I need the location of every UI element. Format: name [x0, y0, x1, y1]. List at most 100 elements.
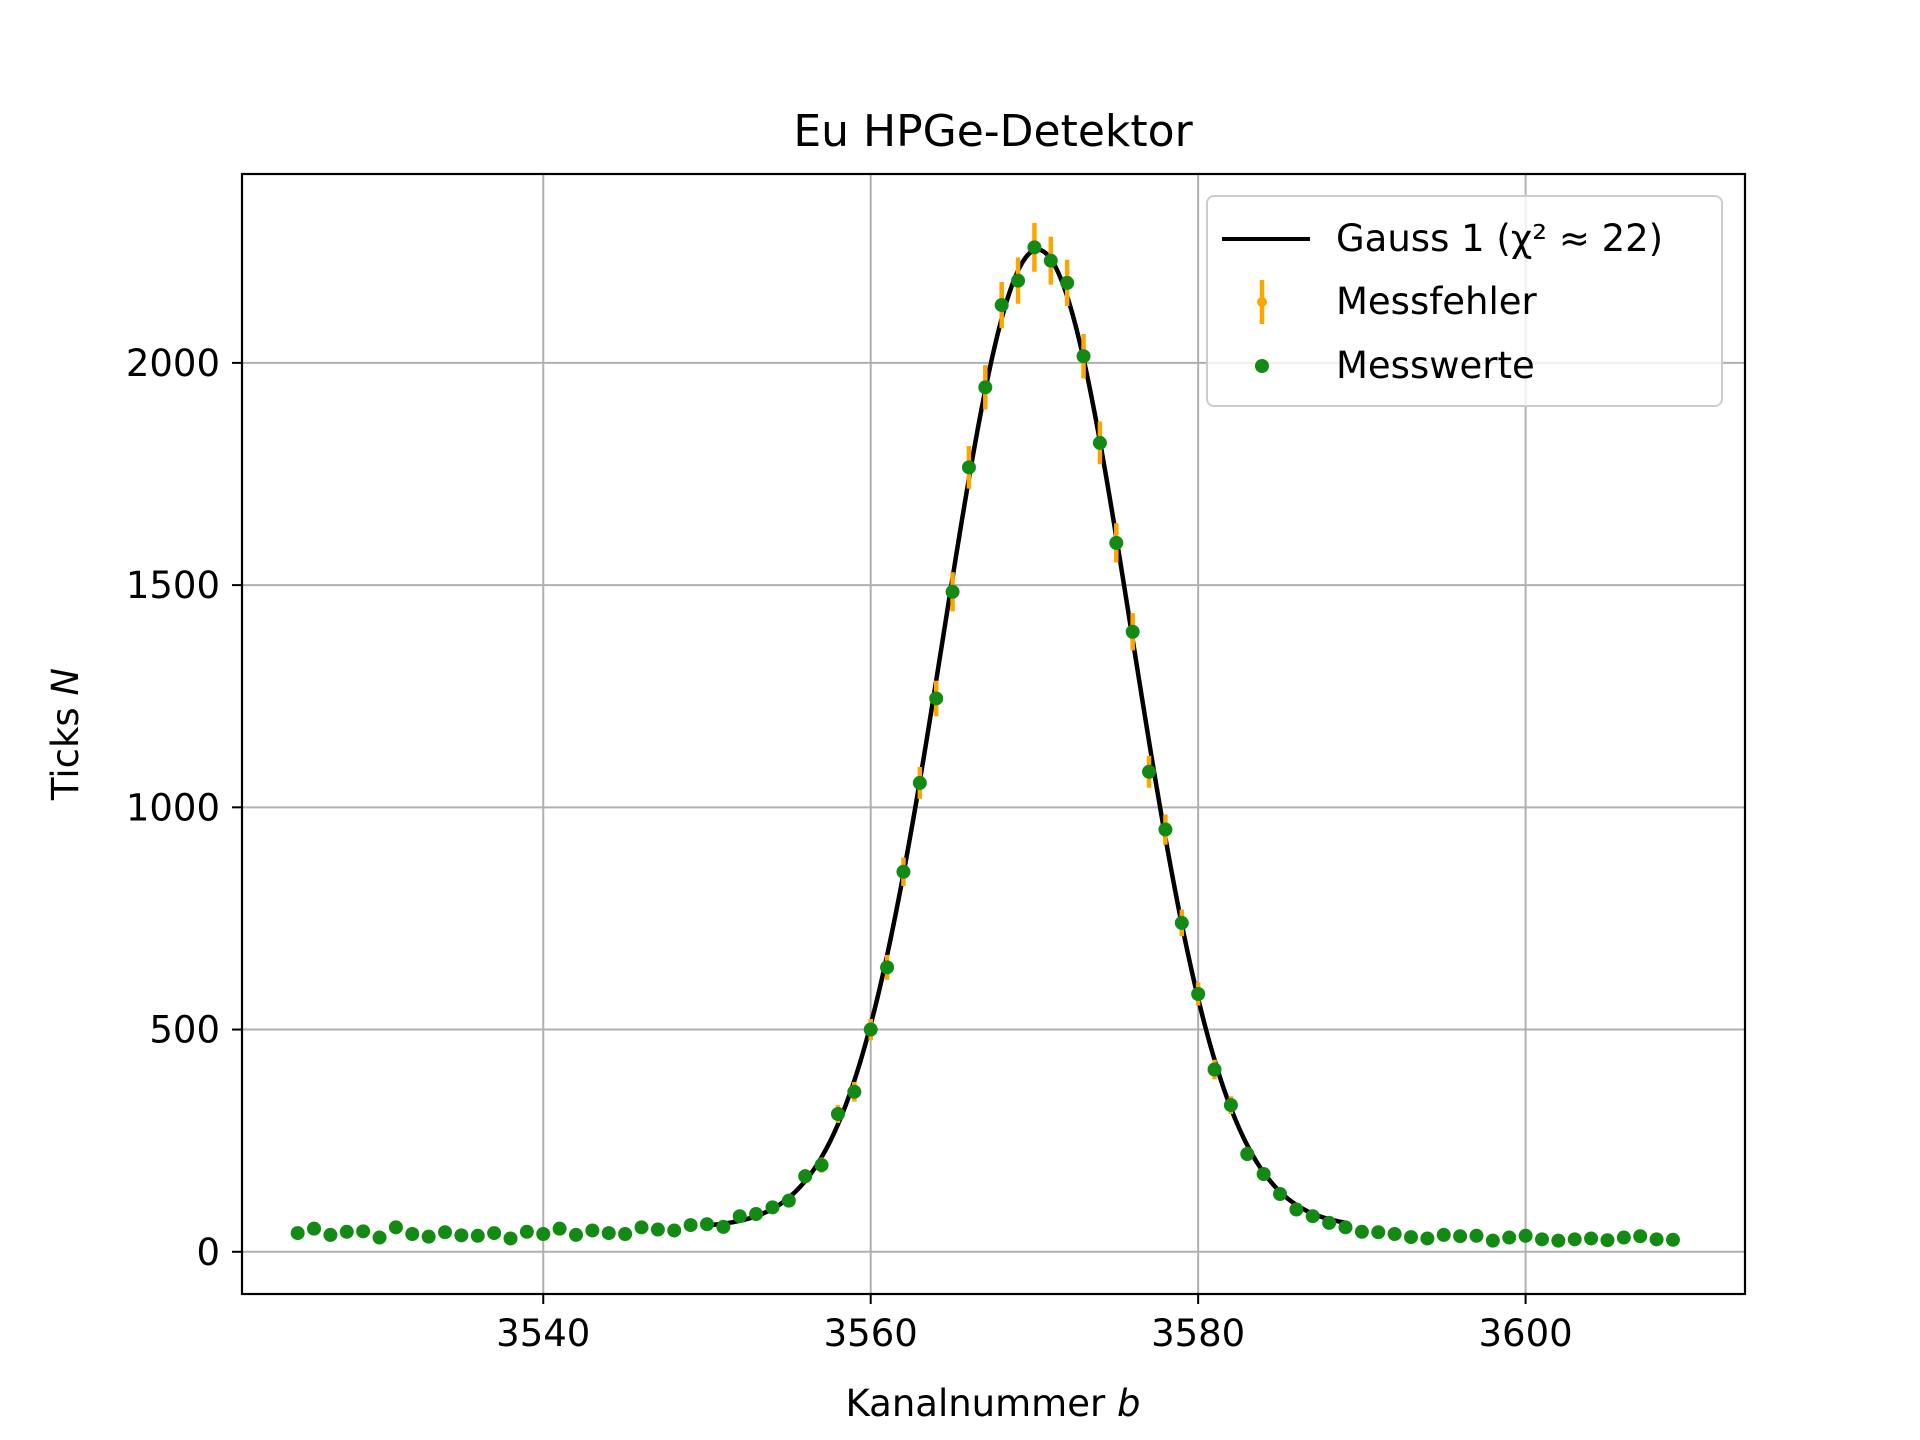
y-axis-label-variable: N — [44, 668, 87, 696]
data-point — [1665, 1232, 1680, 1247]
data-point — [1584, 1231, 1599, 1246]
data-point — [1305, 1209, 1320, 1224]
data-point — [683, 1218, 698, 1233]
data-point — [1223, 1098, 1238, 1113]
data-point — [732, 1209, 747, 1224]
data-point — [667, 1223, 682, 1238]
data-point — [1011, 273, 1026, 288]
data-point — [1109, 535, 1124, 550]
data-point — [716, 1219, 731, 1234]
x-tick-label: 3560 — [824, 1312, 918, 1355]
data-point — [1649, 1232, 1664, 1247]
data-point — [372, 1230, 387, 1245]
data-point-layer — [290, 240, 1680, 1248]
x-tick-label: 3580 — [1151, 1312, 1245, 1355]
y-axis-ticks: 0 500 1000 1500 2000 — [126, 342, 242, 1274]
data-point — [438, 1225, 453, 1240]
data-point — [1387, 1227, 1402, 1241]
legend-error-marker — [1257, 297, 1267, 307]
data-point — [634, 1220, 649, 1235]
data-point — [307, 1221, 322, 1236]
data-point — [1485, 1233, 1500, 1248]
x-tick-label: 3540 — [496, 1312, 590, 1355]
x-axis-label-variable: b — [1117, 1382, 1141, 1425]
data-point — [1060, 275, 1075, 290]
data-point — [1256, 1167, 1271, 1181]
x-axis-label: Kanalnummer b — [846, 1382, 1141, 1425]
data-point — [978, 380, 993, 395]
data-point — [1600, 1233, 1615, 1248]
data-point — [1502, 1230, 1517, 1245]
fit-layer — [706, 247, 1346, 1228]
data-point — [1322, 1215, 1337, 1230]
data-point — [1142, 764, 1157, 779]
data-point — [929, 691, 944, 706]
data-point — [1043, 253, 1058, 268]
data-point — [830, 1107, 845, 1121]
data-point — [781, 1193, 796, 1208]
data-point — [1158, 822, 1173, 837]
data-point — [961, 460, 976, 475]
data-point — [1174, 915, 1189, 930]
data-point — [847, 1084, 862, 1099]
chart-title: Eu HPGe-Detektor — [793, 106, 1193, 157]
data-point — [339, 1224, 354, 1239]
y-axis-label-text: Ticks — [44, 707, 87, 801]
data-point — [1125, 624, 1140, 639]
data-point — [945, 584, 960, 599]
data-point — [1518, 1228, 1533, 1243]
data-point — [1338, 1220, 1353, 1235]
data-point — [1469, 1228, 1484, 1243]
data-point — [1191, 987, 1206, 1001]
y-tick-label: 1500 — [126, 564, 220, 607]
data-point — [896, 864, 911, 879]
data-point — [749, 1207, 764, 1221]
y-axis-label: Ticks N — [44, 668, 87, 801]
data-point — [1534, 1232, 1549, 1247]
data-point — [814, 1158, 829, 1173]
data-point — [519, 1224, 534, 1239]
data-point — [405, 1227, 420, 1241]
data-point — [569, 1227, 583, 1242]
y-tick-label: 1000 — [126, 786, 220, 829]
data-point — [601, 1226, 616, 1241]
data-point — [454, 1228, 469, 1243]
data-point — [585, 1223, 600, 1238]
data-point — [1027, 240, 1042, 255]
data-point — [487, 1226, 502, 1241]
data-point — [1404, 1230, 1418, 1245]
y-tick-label: 0 — [196, 1231, 220, 1274]
legend-point-marker — [1255, 359, 1269, 373]
data-point — [650, 1222, 665, 1237]
x-axis-ticks: 3540 3560 3580 3600 — [496, 1294, 1573, 1355]
data-point — [470, 1228, 485, 1243]
legend-error-label: Messfehler — [1336, 280, 1538, 323]
legend-fit-label: Gauss 1 (χ² ≈ 22) — [1336, 217, 1663, 260]
data-point — [1076, 349, 1091, 364]
data-point — [863, 1022, 878, 1037]
x-tick-label: 3600 — [1479, 1312, 1573, 1355]
data-point — [421, 1229, 436, 1244]
data-point — [994, 298, 1009, 313]
data-point — [1240, 1147, 1255, 1161]
data-point — [1616, 1230, 1631, 1245]
data-point — [880, 960, 895, 975]
data-point — [1273, 1187, 1288, 1201]
data-point — [1092, 435, 1107, 450]
x-axis-label-text: Kanalnummer — [846, 1382, 1106, 1425]
data-point — [699, 1217, 714, 1232]
data-point — [536, 1227, 551, 1241]
data-point — [1567, 1232, 1582, 1247]
data-point — [798, 1169, 813, 1184]
data-point — [1371, 1225, 1386, 1240]
data-point — [1354, 1224, 1369, 1239]
data-point — [356, 1224, 371, 1239]
data-point — [1436, 1227, 1451, 1242]
y-tick-label: 500 — [149, 1009, 220, 1052]
data-point — [552, 1221, 567, 1236]
data-point — [290, 1226, 305, 1241]
legend-box — [1206, 195, 1723, 407]
y-tick-label: 2000 — [126, 342, 220, 385]
data-point — [1289, 1202, 1304, 1217]
data-point — [503, 1231, 518, 1246]
